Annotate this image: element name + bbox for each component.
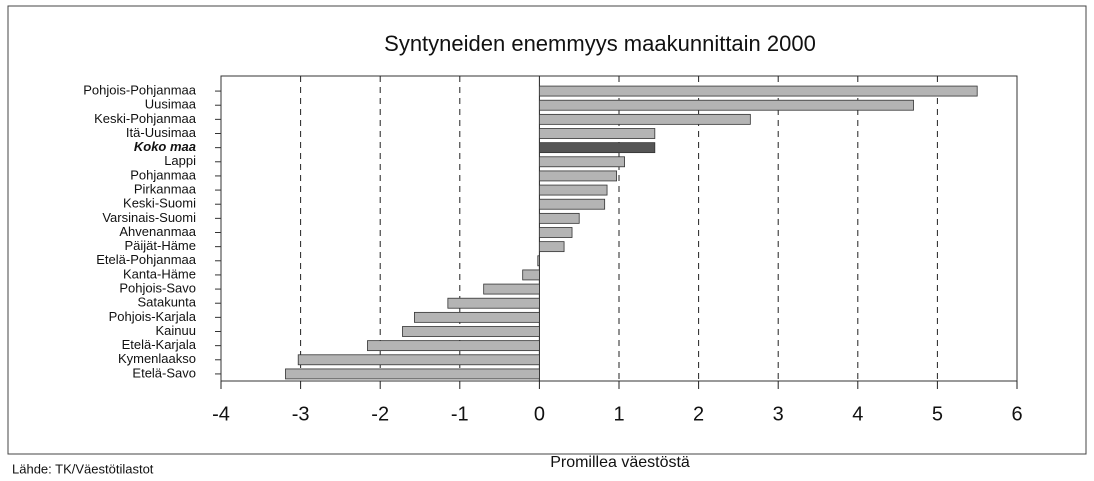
x-tick-label: 1 <box>613 403 624 425</box>
y-tick-label: Varsinais-Suomi <box>102 210 196 225</box>
bar <box>539 212 580 224</box>
y-tick-label: Etelä-Savo <box>132 365 196 380</box>
y-tick-label: Uusimaa <box>145 97 197 112</box>
bar <box>367 340 540 352</box>
bar <box>539 227 573 238</box>
y-tick-label: Etelä-Pohjanmaa <box>96 252 196 267</box>
frame <box>7 5 1087 455</box>
y-tick-label: Lappi <box>164 153 196 168</box>
y-tick-label: Kanta-Häme <box>123 266 196 281</box>
bar <box>285 368 540 380</box>
y-tick-label: Pohjois-Pohjanmaa <box>83 83 197 98</box>
bar <box>297 354 540 366</box>
y-tick-label: Päijät-Häme <box>124 238 196 253</box>
y-tick-label: Itä-Uusimaa <box>126 125 197 140</box>
bar <box>483 283 540 295</box>
bar <box>539 99 914 111</box>
y-tick-label: Koko maa <box>134 139 196 154</box>
bar <box>539 198 606 210</box>
y-tick-label: Pirkanmaa <box>134 182 197 197</box>
y-tick-label: Keski-Suomi <box>123 196 196 211</box>
x-tick-label: 6 <box>1011 403 1022 425</box>
bar <box>539 184 608 196</box>
y-tick-label: Pohjois-Karjala <box>109 309 197 324</box>
y-tick-label: Ahvenanmaa <box>119 224 196 239</box>
x-tick-label: 3 <box>773 403 784 425</box>
chart-title: Syntyneiden enemmyys maakunnittain 2000 <box>384 31 816 56</box>
bar <box>414 311 540 323</box>
bar <box>522 269 540 281</box>
x-tick-label: -4 <box>212 403 230 425</box>
y-tick-label: Kymenlaakso <box>118 351 196 366</box>
bar <box>447 297 540 309</box>
source-note: Lähde: TK/Väestötilastot <box>12 461 154 476</box>
bar <box>539 142 656 154</box>
x-tick-label: -3 <box>292 403 310 425</box>
x-axis-label: Promillea väestöstä <box>550 454 690 471</box>
y-tick-label: Pohjois-Savo <box>119 281 196 296</box>
y-tick-label: Satakunta <box>137 295 196 310</box>
bar <box>539 128 656 139</box>
bar <box>539 113 751 125</box>
bar <box>402 326 540 337</box>
x-tick-label: 4 <box>852 403 863 425</box>
x-tick-label: 5 <box>932 403 943 425</box>
x-tick-label: -2 <box>371 403 389 425</box>
x-tick-label: 0 <box>534 403 545 425</box>
y-tick-label: Kainuu <box>156 323 196 338</box>
y-tick-label: Pohjanmaa <box>130 167 197 182</box>
bar <box>539 241 565 253</box>
y-tick-label: Keski-Pohjanmaa <box>94 111 197 126</box>
bar <box>539 170 618 182</box>
bar <box>537 255 540 267</box>
bar <box>539 156 625 168</box>
bar <box>539 85 978 97</box>
x-tick-label: 2 <box>693 403 704 425</box>
y-tick-label: Etelä-Karjala <box>122 337 197 352</box>
x-tick-label: -1 <box>451 403 469 425</box>
